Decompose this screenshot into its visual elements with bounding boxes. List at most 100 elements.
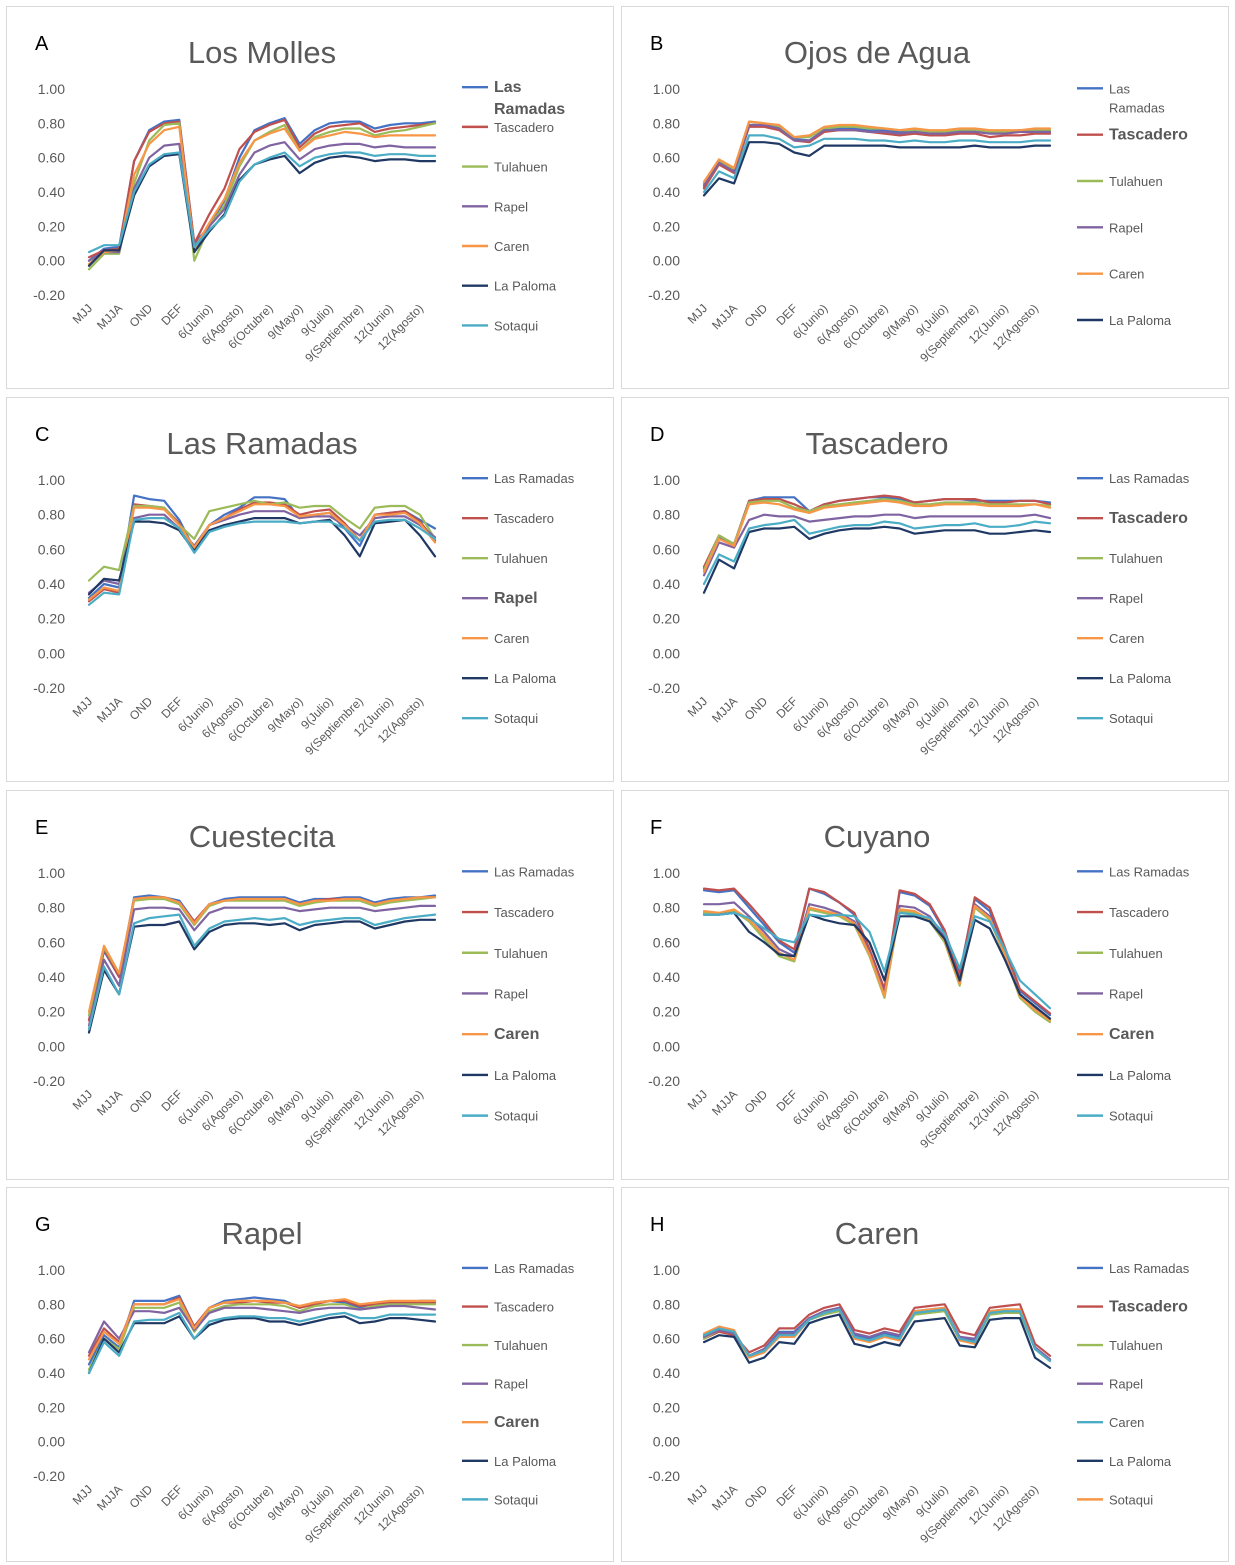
legend-label: Rapel <box>1109 986 1143 1001</box>
chart-panel-b: B Ojos de Agua 1.00 0.80 0.60 0.40 0.20 0.00 -0.… <box>621 6 1229 389</box>
x-tick-label: MJJ <box>70 1087 95 1112</box>
legend-label: Sotaqui <box>494 711 538 726</box>
y-tick-label: 0.40 <box>653 576 680 592</box>
chart-title: Los Molles <box>187 35 337 70</box>
legend-label: La Paloma <box>1109 313 1172 328</box>
legend-label: La Paloma <box>1109 1068 1172 1083</box>
y-tick-label: 1.00 <box>653 472 680 488</box>
legend-label: Caren <box>494 1414 539 1431</box>
x-tick-label: MJJA <box>94 301 125 332</box>
legend-label: Rapel <box>494 590 538 607</box>
chart-panel-c: C Las Ramadas 1.00 0.80 0.60 0.40 0.20 0.00 -0.2… <box>6 397 614 782</box>
series-line-la-paloma <box>87 516 437 596</box>
y-tick-label: 0.40 <box>653 184 680 200</box>
y-tick-label: 0.00 <box>38 1038 65 1054</box>
legend-label: Rapel <box>494 1377 528 1392</box>
series-line-tascadero <box>702 494 1052 568</box>
series-line-las-ramadas <box>87 117 437 262</box>
legend-label: Las Ramadas <box>1109 864 1190 879</box>
x-tick-label: MJJ <box>70 301 95 326</box>
y-tick-label: 0.20 <box>38 218 65 234</box>
series-line-rapel <box>87 510 437 594</box>
y-tick-label: 0.60 <box>653 934 680 950</box>
series-line-tulahuen <box>87 499 437 582</box>
x-tick-label: MJJA <box>94 694 125 725</box>
x-tick-label: OND <box>127 301 156 330</box>
y-tick-label: 0.00 <box>38 1434 65 1450</box>
y-tick-label: -0.20 <box>648 680 680 696</box>
y-tick-label: 1.00 <box>653 81 680 97</box>
panel-label: A <box>35 33 49 55</box>
series-line-caren <box>87 125 437 266</box>
legend-label: Tascadero <box>494 1300 554 1315</box>
series-line-rapel <box>87 1304 437 1354</box>
series-line-la-paloma <box>87 918 437 1034</box>
y-tick-label: 0.60 <box>38 541 65 557</box>
x-tick-label: OND <box>742 694 771 723</box>
legend-label: Caren <box>1109 1026 1154 1043</box>
legend-label: Las Ramadas <box>1109 81 1165 115</box>
y-tick-label: 0.00 <box>653 253 680 269</box>
series-line-sotaqui <box>87 151 437 254</box>
y-tick-label: 0.20 <box>653 1399 680 1415</box>
series-line-caren <box>702 120 1052 183</box>
legend-label: Tascadero <box>1109 510 1188 527</box>
y-tick-label: 0.40 <box>38 576 65 592</box>
panel-label: F <box>650 817 663 839</box>
chart-panel-h: H Caren 1.00 0.80 0.60 0.40 0.20 0.00 -0.20 MJJ MJ… <box>621 1187 1229 1562</box>
y-tick-label: 0.60 <box>38 150 65 166</box>
series-line-la-paloma <box>702 141 1052 197</box>
series-line-sotaqui <box>702 134 1052 194</box>
panel-label: B <box>650 33 664 55</box>
legend-label: Sotaqui <box>1109 1109 1153 1124</box>
legend-label: Caren <box>1109 631 1144 646</box>
series-line-rapel <box>87 141 437 262</box>
y-tick-label: 0.00 <box>38 253 65 269</box>
y-tick-label: -0.20 <box>33 680 65 696</box>
legend-label: Tulahuen <box>494 946 548 961</box>
series-line-sotaqui <box>702 911 1052 1010</box>
x-tick-label: MJJ <box>685 694 710 719</box>
y-tick-label: 0.20 <box>653 1004 680 1020</box>
legend-label: Caren <box>494 1026 539 1043</box>
chart-title: Las Ramadas <box>166 426 358 461</box>
legend-label: Tascadero <box>1109 127 1188 144</box>
y-tick-label: -0.20 <box>33 287 65 303</box>
series-line-la-paloma <box>702 525 1052 594</box>
series-line-rapel <box>702 513 1052 577</box>
x-tick-label: MJJA <box>709 1482 740 1513</box>
legend-label: Rapel <box>494 199 528 214</box>
y-tick-label: -0.20 <box>648 1073 680 1089</box>
y-tick-label: 0.80 <box>653 1296 680 1312</box>
y-tick-label: 1.00 <box>653 1262 680 1278</box>
series-line-sotaqui <box>87 1311 437 1375</box>
chart-title: Caren <box>834 1216 920 1251</box>
series-line-sotaqui <box>87 516 437 606</box>
y-tick-label: 0.60 <box>653 541 680 557</box>
chart-panel-f: F Cuyano 1.00 0.80 0.60 0.40 0.20 0.00 -0.20 MJJ M… <box>621 790 1229 1180</box>
legend-label: Sotaqui <box>494 1109 538 1124</box>
chart-title: Ojos de Agua <box>783 35 971 70</box>
x-tick-label: MJJ <box>70 694 95 719</box>
series-line-sotaqui <box>702 518 1052 586</box>
y-tick-label: 0.80 <box>653 115 680 131</box>
legend-label: Tascadero <box>494 511 554 526</box>
legend-label: Tulahuen <box>1109 174 1163 189</box>
y-tick-label: -0.20 <box>33 1073 65 1089</box>
x-tick-label: OND <box>742 1482 771 1511</box>
legend-label: La Paloma <box>494 1068 557 1083</box>
legend-label: Tulahuen <box>1109 551 1163 566</box>
y-tick-label: 0.40 <box>38 184 65 200</box>
legend-label: Sotaqui <box>494 318 538 333</box>
series-line-rapel <box>702 1306 1052 1361</box>
series-line-caren <box>702 1306 1052 1363</box>
y-tick-label: 0.60 <box>653 150 680 166</box>
chart-title: Cuyano <box>823 819 931 854</box>
y-tick-label: 0.20 <box>38 1399 65 1415</box>
x-tick-label: MJJ <box>685 301 710 326</box>
series-line-la-paloma <box>702 1313 1052 1369</box>
chart-panel-d: D Tascadero 1.00 0.80 0.60 0.40 0.20 0.00 -0.20 M… <box>621 397 1229 782</box>
legend-label: Las Ramadas <box>494 864 575 879</box>
